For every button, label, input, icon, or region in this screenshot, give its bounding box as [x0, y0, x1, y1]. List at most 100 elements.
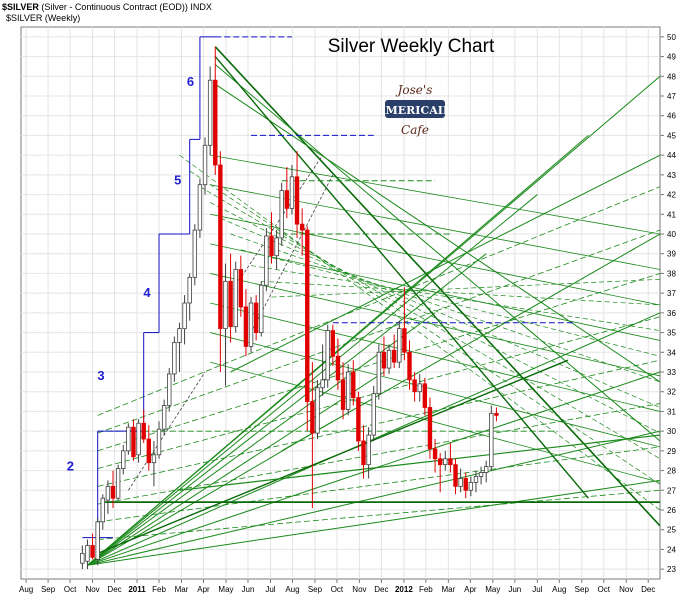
wave-label: 2 — [67, 459, 74, 474]
candle-down — [238, 269, 244, 308]
parallel-line — [210, 361, 660, 483]
y-tick-label: 35 — [667, 329, 676, 338]
candle-up — [279, 190, 284, 239]
y-tick-label: 39 — [667, 250, 676, 259]
y-tick-label: 44 — [667, 151, 676, 160]
candle-up — [121, 450, 126, 470]
candle-down — [340, 379, 346, 410]
candle-down — [284, 190, 290, 209]
candle-down — [253, 302, 259, 333]
x-tick-label: 2011 — [128, 585, 146, 594]
candle-down — [131, 426, 136, 458]
fan-line — [87, 371, 385, 566]
fan-line — [87, 75, 660, 566]
candle-down — [453, 464, 458, 487]
series-legend: $SILVER (Weekly) — [2, 13, 212, 24]
y-tick-label: 31 — [667, 407, 676, 416]
dashed-descending-line — [179, 154, 660, 511]
wave-label: 4 — [143, 285, 151, 300]
candle-down — [299, 223, 305, 231]
dashed-fan-line — [97, 273, 660, 452]
x-tick-label: Sep — [41, 585, 56, 594]
x-tick-label: May — [485, 585, 500, 594]
candle-down — [412, 379, 417, 393]
candle-up — [182, 302, 187, 330]
ascending-trendline — [179, 434, 660, 491]
x-tick-label: Dec — [641, 585, 655, 594]
candle-down — [310, 401, 315, 434]
candle-up — [126, 426, 131, 452]
grid-layer — [21, 27, 660, 579]
fan-line — [87, 253, 487, 566]
candle-up — [397, 328, 402, 363]
x-tick-label: Dec — [107, 585, 121, 594]
candle-up — [105, 485, 111, 501]
x-tick-label: Feb — [419, 585, 433, 594]
dashed-descending-line — [250, 265, 660, 331]
descending-trendline — [214, 46, 660, 527]
y-tick-label: 25 — [667, 526, 676, 535]
symbol-description: (Silver - Continuous Contract (EOD)) — [41, 2, 188, 12]
candle-up — [167, 373, 172, 406]
y-tick-label: 26 — [667, 506, 676, 515]
dashed-descending-line — [230, 233, 660, 383]
candle-down — [427, 407, 433, 450]
candle-up — [115, 468, 121, 499]
x-tick-label: Nov — [352, 585, 366, 594]
x-tick-label: Nov — [85, 585, 99, 594]
candle-up — [202, 144, 208, 186]
y-tick-label: 24 — [667, 545, 676, 554]
parallel-line — [210, 213, 660, 306]
candle-up — [473, 476, 479, 483]
candle-up — [172, 342, 177, 375]
candle-up — [483, 466, 489, 473]
candle-up — [320, 379, 325, 389]
y-tick-label: 37 — [667, 289, 676, 298]
chart-header: $SILVER (Silver - Continuous Contract (E… — [2, 2, 212, 24]
dashed-fan-line — [97, 446, 660, 523]
x-tick-label: Oct — [331, 585, 344, 594]
x-tick-label: Feb — [152, 585, 166, 594]
candle-down — [90, 545, 95, 558]
candle-down — [402, 328, 407, 353]
candle-down — [407, 351, 412, 381]
dashed-descending-line — [271, 278, 660, 298]
candle-down — [432, 448, 438, 460]
x-tick-label: Jul — [532, 585, 542, 594]
y-tick-label: 47 — [667, 92, 676, 101]
x-tick-label: Dec — [374, 585, 388, 594]
x-tick-label: Sep — [575, 585, 590, 594]
candle-down — [381, 351, 387, 369]
logo-line2: AMERICAIN — [383, 104, 447, 117]
candle-up — [489, 412, 494, 468]
candle-up — [289, 176, 295, 209]
candle-up — [345, 371, 351, 410]
candle-up — [80, 552, 85, 564]
candle-up — [223, 280, 228, 330]
candle-down — [448, 458, 453, 466]
logo-line3: Cafe — [401, 123, 429, 137]
candle-down — [228, 280, 233, 328]
candle-up — [161, 405, 167, 430]
y-tick-label: 27 — [667, 486, 676, 495]
candle-up — [85, 545, 90, 562]
candle-down — [294, 176, 300, 225]
y-tick-label: 48 — [667, 72, 676, 81]
parallel-line — [210, 243, 660, 341]
candle-up — [376, 351, 382, 395]
candle-down — [356, 397, 361, 442]
candle-up — [259, 284, 264, 333]
x-tick-label: 2012 — [395, 585, 413, 594]
candle-up — [417, 383, 422, 393]
dashed-descending-line — [189, 170, 660, 485]
candle-up — [443, 458, 448, 466]
x-tick-label: Apr — [464, 585, 477, 594]
ascending-trendline — [230, 154, 660, 373]
candle-up — [478, 472, 484, 477]
candle-up — [366, 434, 371, 466]
fan-line — [87, 371, 660, 566]
candle-up — [315, 387, 320, 434]
candle-up — [197, 184, 203, 231]
dashed-descending-line — [261, 280, 660, 306]
